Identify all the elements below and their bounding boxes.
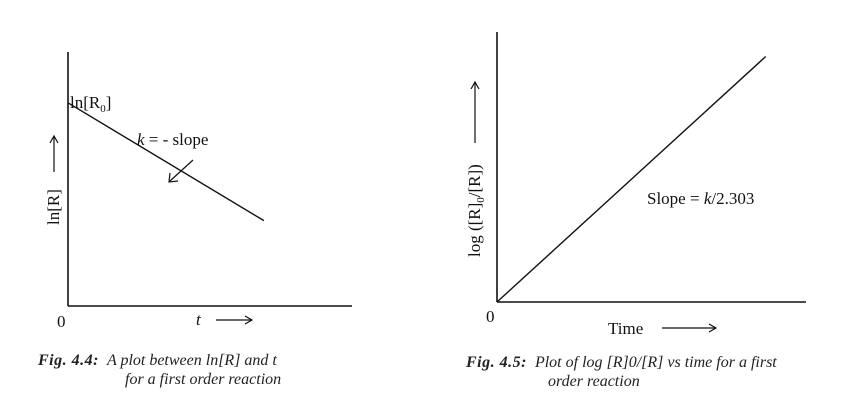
chart-ln-r-vs-t: ln[R0] k = - slope 0 t ln[R] <box>44 52 352 331</box>
chart1-x-axis-label: t <box>196 310 202 329</box>
chart1-x-axis-arrow <box>216 315 254 325</box>
chart2-y-axis-arrow <box>470 80 480 143</box>
chart1-annotation: k = - slope <box>137 130 208 149</box>
chart1-y-axis-label: ln[R] <box>44 189 63 225</box>
chart1-caption-figure: Fig. 4.4: <box>38 352 99 369</box>
chart-log-ratio-vs-time: Slope = k/2.303 0 Time log ([R]0/[R]) <box>465 32 806 338</box>
chart2-origin-label: 0 <box>486 307 495 326</box>
chart2-x-axis-arrow <box>662 323 718 333</box>
chart2-caption: Fig. 4.5: Plot of log [R]0/[R] vs time f… <box>466 353 846 391</box>
chart2-x-axis-label: Time <box>608 319 643 338</box>
chart2-caption-line2: order reaction <box>548 373 640 390</box>
chart1-caption-line2: for a first order reaction <box>125 371 282 388</box>
chart1-intercept-label: ln[R0] <box>70 93 111 115</box>
chart2-annotation: Slope = k/2.303 <box>647 189 754 208</box>
chart2-series-line <box>496 56 767 303</box>
chart1-annotation-arrow <box>168 159 194 183</box>
chart1-origin-label: 0 <box>57 312 66 331</box>
chart2-caption-figure: Fig. 4.5: <box>466 354 527 371</box>
chart1-caption: Fig. 4.4: A plot between ln[R] and t for… <box>38 351 378 389</box>
chart2-caption-line1: Plot of log [R]0/[R] vs time for a first <box>534 354 777 371</box>
chart1-y-axis-arrow <box>49 134 59 172</box>
chart2-y-axis-label: log ([R]0/[R]) <box>465 164 487 257</box>
chart1-caption-line1: A plot between ln[R] and t <box>106 352 277 369</box>
chart1-series-line <box>67 102 265 222</box>
